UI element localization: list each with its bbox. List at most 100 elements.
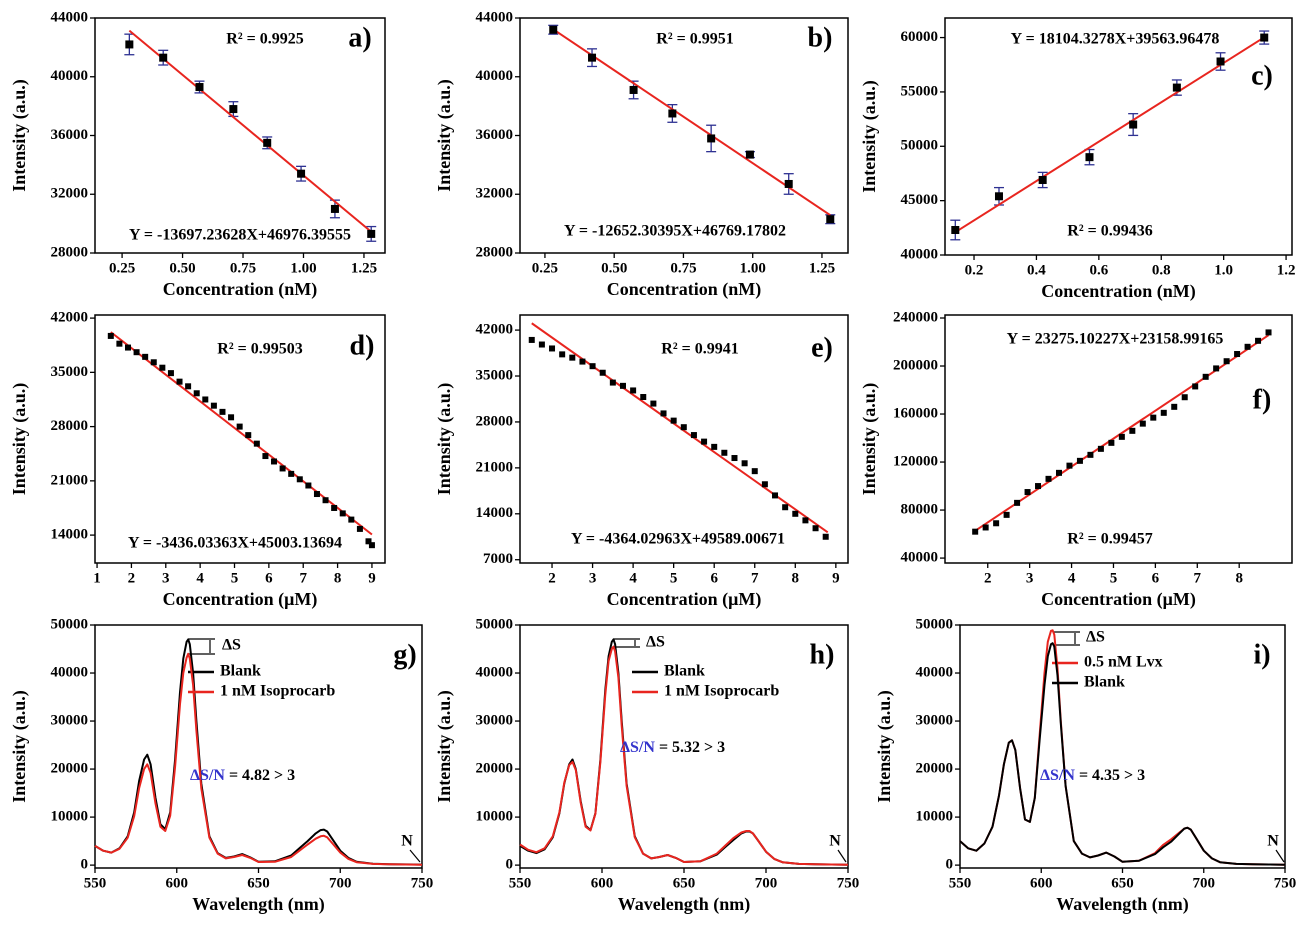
equation: Y = 23275.10227X+23158.99165	[1007, 331, 1224, 348]
x-axis-title: Wavelength (nm)	[618, 894, 751, 915]
noise-arrow	[1275, 849, 1285, 863]
data-point	[1108, 439, 1115, 446]
delta-s-label: ΔS	[222, 637, 241, 654]
snr-value: = 5.32 > 3	[659, 739, 725, 756]
data-point	[680, 424, 687, 431]
equation: Y = -4364.02963X+49589.00671	[571, 531, 785, 548]
y-tick-label: 40000	[476, 68, 514, 84]
x-tick-label: 700	[1193, 875, 1216, 891]
x-tick-label: 2	[984, 570, 992, 586]
y-axis-title: Intensity (a.u.)	[9, 690, 30, 803]
x-tick-label: 2	[128, 570, 136, 586]
y-tick-label: 120000	[893, 453, 938, 469]
y-axis-title: Intensity (a.u.)	[434, 690, 455, 803]
x-tick-label: 650	[1111, 875, 1134, 891]
data-point	[185, 383, 192, 390]
x-tick-label: 550	[84, 875, 107, 891]
x-tick-label: 700	[329, 875, 352, 891]
x-tick-label: 6	[1152, 570, 1160, 586]
x-axis-title: Concentration (nM)	[163, 279, 317, 300]
y-tick-label: 7000	[483, 551, 513, 567]
x-tick-label: 550	[949, 875, 972, 891]
x-tick-label: 650	[673, 875, 696, 891]
x-tick-label: 750	[837, 875, 860, 891]
r-squared: R² = 0.9951	[656, 31, 733, 48]
data-point	[322, 497, 329, 504]
data-point	[1255, 337, 1262, 344]
data-point	[751, 468, 758, 475]
data-point	[1202, 373, 1209, 380]
data-point	[339, 510, 346, 517]
x-axis-title: Concentration (nM)	[1041, 281, 1195, 302]
snr-annotation: ΔS/N = 4.82 > 3	[190, 767, 295, 784]
y-tick-label: 21000	[51, 472, 89, 488]
y-tick-label: 42000	[51, 310, 89, 326]
data-point	[125, 40, 134, 49]
data-point	[1192, 383, 1199, 390]
data-point	[549, 25, 558, 34]
x-tick-label: 6	[710, 570, 718, 586]
r-squared: R² = 0.99457	[1067, 531, 1152, 548]
y-tick-label: 32000	[476, 186, 514, 202]
plot-frame	[944, 314, 1293, 564]
data-point	[253, 440, 260, 447]
r-squared: R² = 0.9941	[661, 341, 738, 358]
data-point	[640, 394, 647, 401]
snr-value: = 4.82 > 3	[229, 767, 295, 784]
x-tick-label: 5	[231, 570, 239, 586]
data-point	[826, 215, 835, 224]
x-tick-label: 5	[670, 570, 678, 586]
data-point	[731, 455, 738, 462]
data-point	[356, 525, 363, 532]
y-tick-label: 0	[81, 857, 89, 873]
x-axis-title: Concentration (μM)	[1041, 589, 1196, 610]
y-tick-label: 28000	[476, 244, 514, 260]
x-tick-label: 7	[751, 570, 759, 586]
data-point	[1150, 414, 1157, 421]
data-point	[116, 340, 123, 347]
data-point	[1160, 409, 1167, 416]
x-tick-label: 0.2	[965, 262, 984, 278]
panel-label: b)	[808, 22, 833, 53]
data-point	[219, 408, 226, 415]
y-tick-label: 80000	[901, 502, 939, 518]
y-axis-title: Intensity (a.u.)	[9, 383, 30, 496]
panel-label: g)	[393, 639, 416, 670]
data-point	[1087, 451, 1094, 458]
y-tick-label: 44000	[51, 9, 89, 25]
y-tick-label: 50000	[476, 616, 514, 632]
data-point	[279, 465, 286, 472]
plot-frame	[94, 17, 386, 254]
y-tick-label: 20000	[916, 761, 954, 777]
data-point	[629, 85, 638, 94]
data-point	[245, 432, 252, 439]
y-tick-label: 44000	[476, 9, 514, 25]
data-point	[668, 109, 677, 118]
x-tick-label: 1.25	[809, 260, 835, 276]
x-tick-label: 9	[832, 570, 840, 586]
x-tick-label: 750	[411, 875, 434, 891]
data-point	[263, 138, 272, 147]
y-tick-label: 40000	[916, 664, 954, 680]
data-point	[1234, 351, 1241, 358]
data-point	[367, 229, 376, 238]
data-point	[559, 351, 566, 358]
snr-label: ΔS/N	[190, 767, 225, 784]
r-squared: R² = 0.99503	[217, 341, 302, 358]
equation: Y = -3436.03363X+45003.13694	[128, 535, 342, 552]
data-point	[1171, 403, 1178, 410]
noise-arrow	[837, 849, 847, 863]
data-point	[142, 353, 149, 360]
data-point	[107, 332, 114, 339]
data-point	[1045, 475, 1052, 482]
snr-value: = 4.35 > 3	[1079, 767, 1145, 784]
y-tick-label: 45000	[901, 192, 939, 208]
y-tick-label: 40000	[901, 246, 939, 262]
data-point	[195, 83, 204, 92]
data-point	[812, 525, 819, 532]
data-point	[579, 358, 586, 365]
x-tick-label: 5	[1110, 570, 1118, 586]
data-point	[297, 169, 306, 178]
x-tick-label: 8	[792, 570, 800, 586]
data-point	[549, 345, 556, 352]
